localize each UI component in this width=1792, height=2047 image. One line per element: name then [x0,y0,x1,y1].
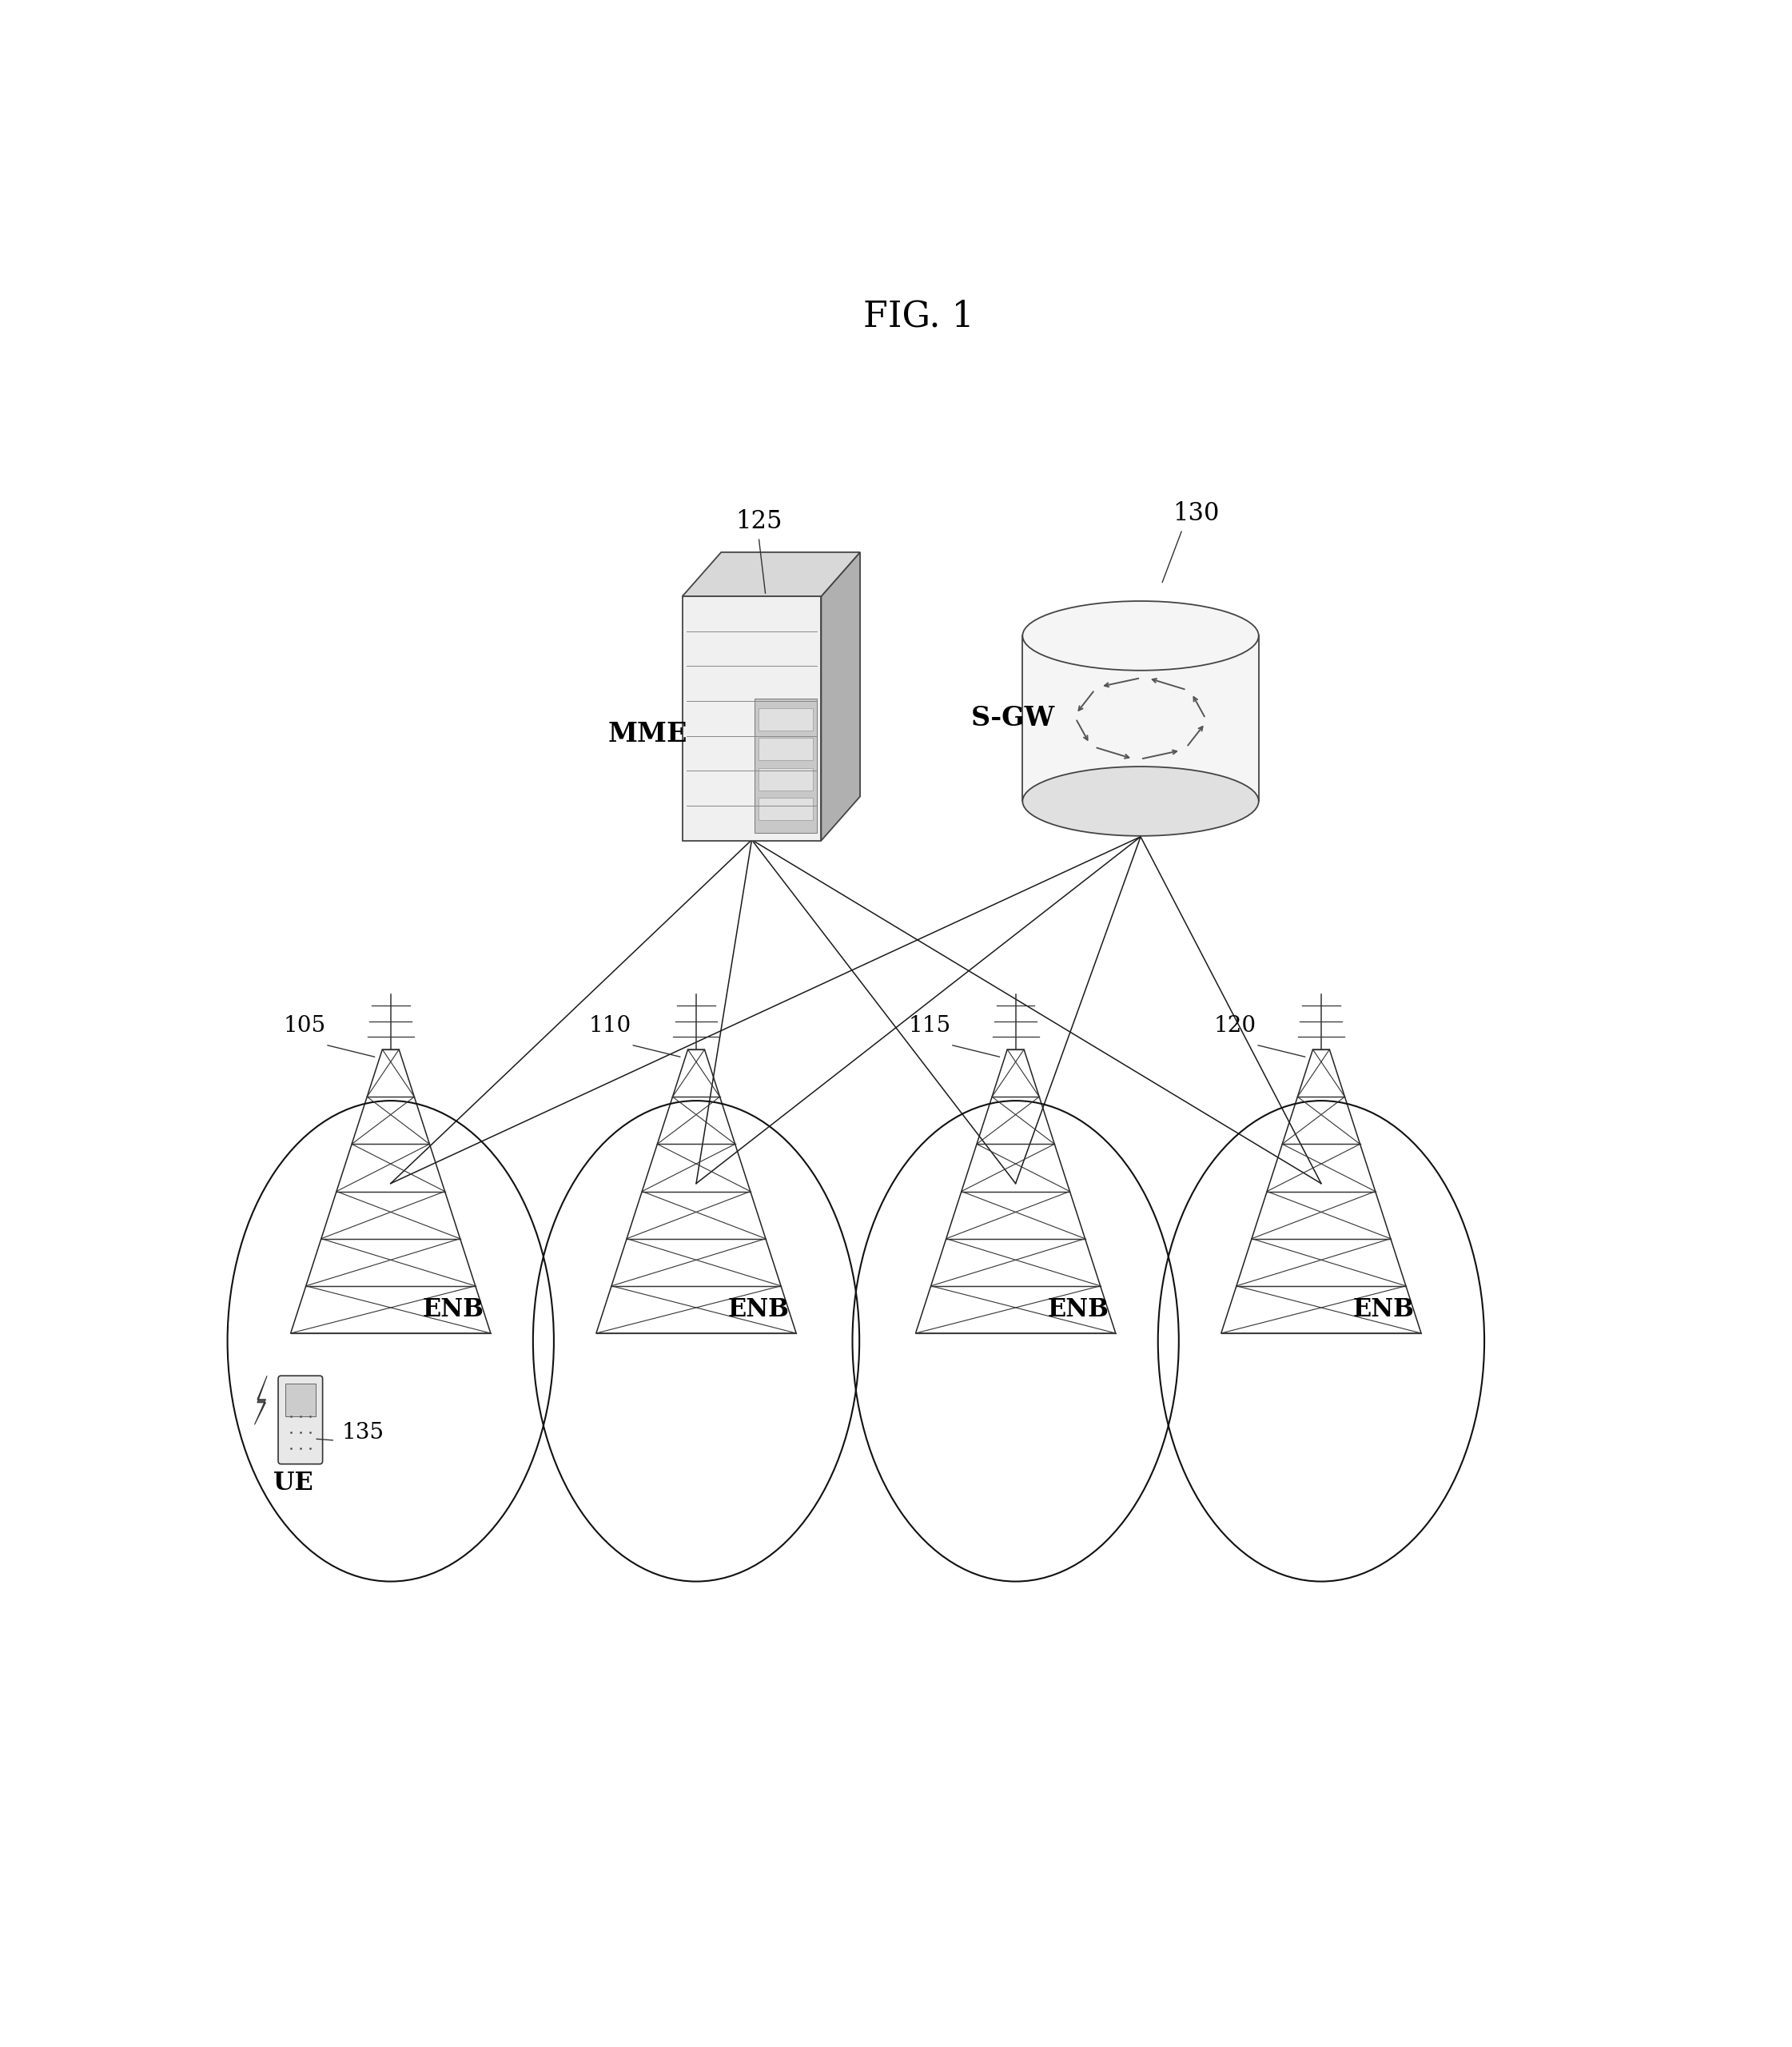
Text: 135: 135 [342,1423,385,1443]
Ellipse shape [1023,602,1258,671]
Text: 110: 110 [590,1015,631,1036]
FancyBboxPatch shape [758,708,814,731]
FancyBboxPatch shape [758,768,814,790]
Polygon shape [683,553,860,596]
Text: FIG. 1: FIG. 1 [864,299,973,334]
FancyBboxPatch shape [683,596,821,841]
Text: 130: 130 [1172,502,1220,526]
Text: ENB: ENB [728,1298,790,1322]
FancyBboxPatch shape [278,1376,323,1464]
Text: ENB: ENB [423,1298,484,1322]
Text: 125: 125 [735,510,781,534]
Ellipse shape [1023,766,1258,835]
FancyBboxPatch shape [1023,637,1258,800]
Text: MME: MME [607,721,688,747]
Text: ENB: ENB [1353,1298,1414,1322]
FancyBboxPatch shape [758,798,814,821]
FancyBboxPatch shape [285,1384,315,1417]
Text: ENB: ENB [1047,1298,1109,1322]
FancyBboxPatch shape [754,698,817,833]
Polygon shape [821,553,860,841]
FancyBboxPatch shape [758,739,814,759]
Text: UE: UE [274,1470,314,1496]
Text: S-GW: S-GW [971,706,1055,731]
Text: 120: 120 [1213,1015,1256,1036]
Polygon shape [254,1376,267,1425]
Text: 105: 105 [283,1015,326,1036]
Text: 115: 115 [909,1015,952,1036]
